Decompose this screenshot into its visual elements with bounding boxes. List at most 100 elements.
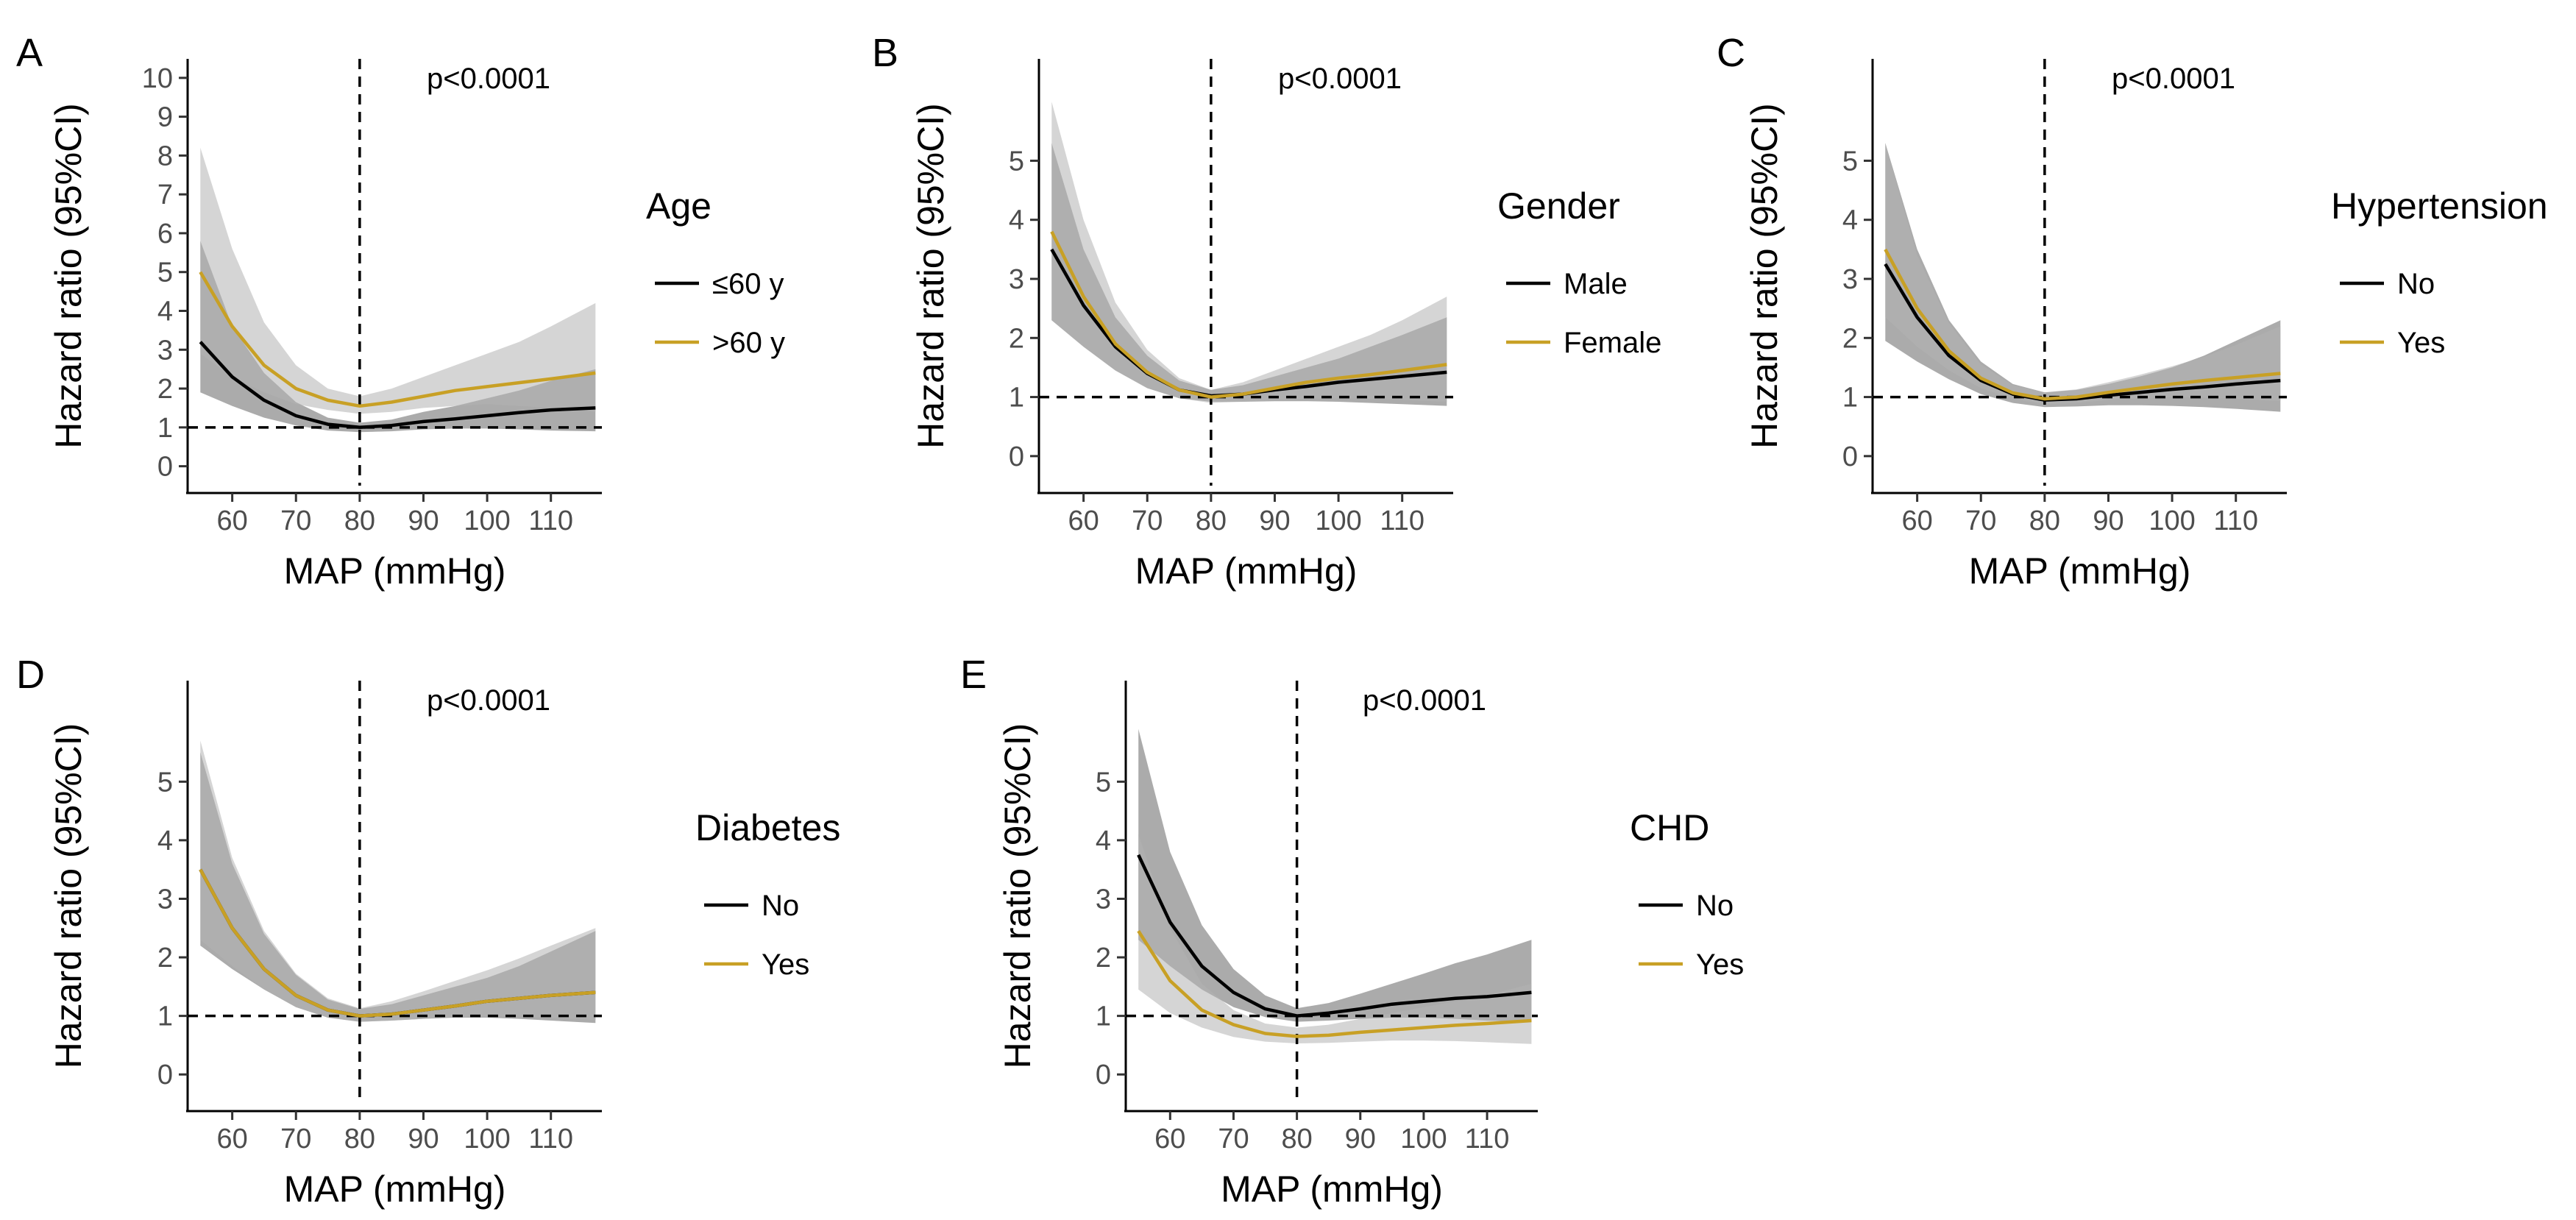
x-tick-label: 110 <box>2213 506 2258 536</box>
x-tick-label: 60 <box>1901 506 1932 536</box>
x-tick-label: 70 <box>280 1124 311 1155</box>
legend-title: Diabetes <box>695 807 840 848</box>
y-tick-label: 8 <box>157 141 173 171</box>
y-axis-title: Hazard ratio (95%CI) <box>48 723 89 1069</box>
y-tick-label: 3 <box>1009 264 1024 295</box>
legend-title: CHD <box>1630 807 1709 848</box>
series-line-2 <box>1050 230 1447 399</box>
y-tick-label: 3 <box>157 335 173 366</box>
x-tick-label: 70 <box>280 506 311 536</box>
x-tick-label: 110 <box>1380 506 1424 536</box>
legend-label: No <box>762 890 799 922</box>
panel-letter: D <box>16 653 45 697</box>
y-tick-label: 2 <box>1096 943 1111 973</box>
y-tick-label: 0 <box>1009 441 1024 472</box>
legend: Hypertension No Yes <box>2331 185 2548 359</box>
panel-c: C 0 1 2 3 4 5 60 70 80 90 100 110 MAP (mmHg) Hazard ra… <box>1717 31 2548 592</box>
legend: Diabetes No Yes <box>695 807 840 981</box>
x-tick-label: 110 <box>528 1124 573 1155</box>
x-tick-label: 110 <box>1465 1124 1510 1155</box>
y-tick-label: 2 <box>157 374 173 405</box>
y-tick-label: 10 <box>142 63 173 94</box>
y-tick-label: 5 <box>1009 146 1024 177</box>
x-tick-label: 80 <box>344 506 375 536</box>
legend: CHD No Yes <box>1630 807 1744 981</box>
y-tick-label: 0 <box>1096 1060 1111 1090</box>
x-tick-label: 100 <box>1315 506 1361 536</box>
legend-label: No <box>2397 268 2435 300</box>
x-tick-label: 80 <box>2029 506 2060 536</box>
panel-b: B 0 1 2 3 4 5 60 70 80 90 100 110 MAP (mmHg) Hazard ra… <box>872 31 1661 592</box>
y-tick-label: 4 <box>1009 205 1024 236</box>
legend-label: >60 y <box>712 327 785 359</box>
y-tick-label: 3 <box>157 884 173 915</box>
legend-label: No <box>1696 890 1734 922</box>
p-value-label: p<0.0001 <box>427 63 550 95</box>
x-tick-label: 100 <box>464 506 510 536</box>
x-tick-label: 60 <box>1154 1124 1185 1155</box>
series-line-2 <box>1137 929 1532 1038</box>
series-line-1 <box>1137 854 1532 1018</box>
y-tick-label: 2 <box>157 943 173 973</box>
y-tick-label: 2 <box>1009 323 1024 354</box>
y-tick-label: 2 <box>1842 323 1858 354</box>
ci-band-1 <box>200 241 596 433</box>
x-tick-label: 80 <box>1281 1124 1312 1155</box>
y-tick-label: 3 <box>1842 264 1858 295</box>
x-tick-label: 70 <box>1132 506 1163 536</box>
x-axis-title: MAP (mmHg) <box>284 1168 506 1210</box>
y-tick-label: 4 <box>1842 205 1858 236</box>
x-tick-label: 80 <box>344 1124 375 1155</box>
panel-d: D 0 1 2 3 4 5 60 70 80 90 100 110 MAP (mmHg) Hazard ra… <box>16 653 840 1210</box>
p-value-label: p<0.0001 <box>2112 63 2235 95</box>
legend-label: Yes <box>2397 327 2445 359</box>
y-tick-label: 6 <box>157 219 173 249</box>
y-tick-label: 9 <box>157 102 173 133</box>
ci-band-2 <box>200 740 596 1022</box>
y-axis-title: Hazard ratio (95%CI) <box>1744 103 1785 449</box>
x-tick-label: 60 <box>216 1124 247 1155</box>
legend-label: ≤60 y <box>712 268 784 300</box>
x-tick-label: 90 <box>1259 506 1290 536</box>
p-value-label: p<0.0001 <box>427 684 550 717</box>
y-axis-title: Hazard ratio (95%CI) <box>997 723 1038 1069</box>
panel-letter: E <box>960 653 987 697</box>
x-tick-label: 100 <box>464 1124 510 1155</box>
y-tick-label: 1 <box>157 1001 173 1032</box>
legend-title: Hypertension <box>2331 185 2548 227</box>
y-tick-label: 5 <box>1096 767 1111 798</box>
y-tick-label: 5 <box>157 767 173 798</box>
p-value-label: p<0.0001 <box>1278 63 1402 95</box>
panel-letter: C <box>1717 31 1745 75</box>
y-tick-label: 0 <box>157 452 173 483</box>
p-value-label: p<0.0001 <box>1363 684 1486 717</box>
y-tick-label: 1 <box>1009 383 1024 414</box>
panel-letter: A <box>16 31 43 75</box>
x-axis-title: MAP (mmHg) <box>1221 1168 1443 1210</box>
y-tick-label: 1 <box>157 413 173 444</box>
x-tick-label: 60 <box>216 506 247 536</box>
x-axis-title: MAP (mmHg) <box>1135 550 1358 592</box>
series-line-2 <box>199 868 596 1018</box>
ci-band-2 <box>200 147 596 414</box>
y-axis-title: Hazard ratio (95%CI) <box>48 103 89 449</box>
legend-title: Age <box>646 185 712 227</box>
x-tick-label: 70 <box>1218 1124 1249 1155</box>
legend-label: Yes <box>762 948 809 981</box>
x-tick-label: 110 <box>528 506 573 536</box>
x-axis-title: MAP (mmHg) <box>284 550 506 592</box>
series-line-1 <box>199 341 596 430</box>
x-tick-label: 90 <box>408 506 439 536</box>
y-axis-title: Hazard ratio (95%CI) <box>910 103 951 449</box>
y-tick-label: 5 <box>157 258 173 288</box>
y-tick-label: 7 <box>157 180 173 210</box>
ci-band-1 <box>1138 728 1532 1022</box>
x-tick-label: 90 <box>2093 506 2123 536</box>
ci-band-2 <box>1051 102 1447 403</box>
x-tick-label: 60 <box>1068 506 1099 536</box>
series-line-2 <box>1884 248 2281 401</box>
x-tick-label: 90 <box>1345 1124 1376 1155</box>
y-tick-label: 0 <box>157 1060 173 1090</box>
x-tick-label: 90 <box>408 1124 439 1155</box>
